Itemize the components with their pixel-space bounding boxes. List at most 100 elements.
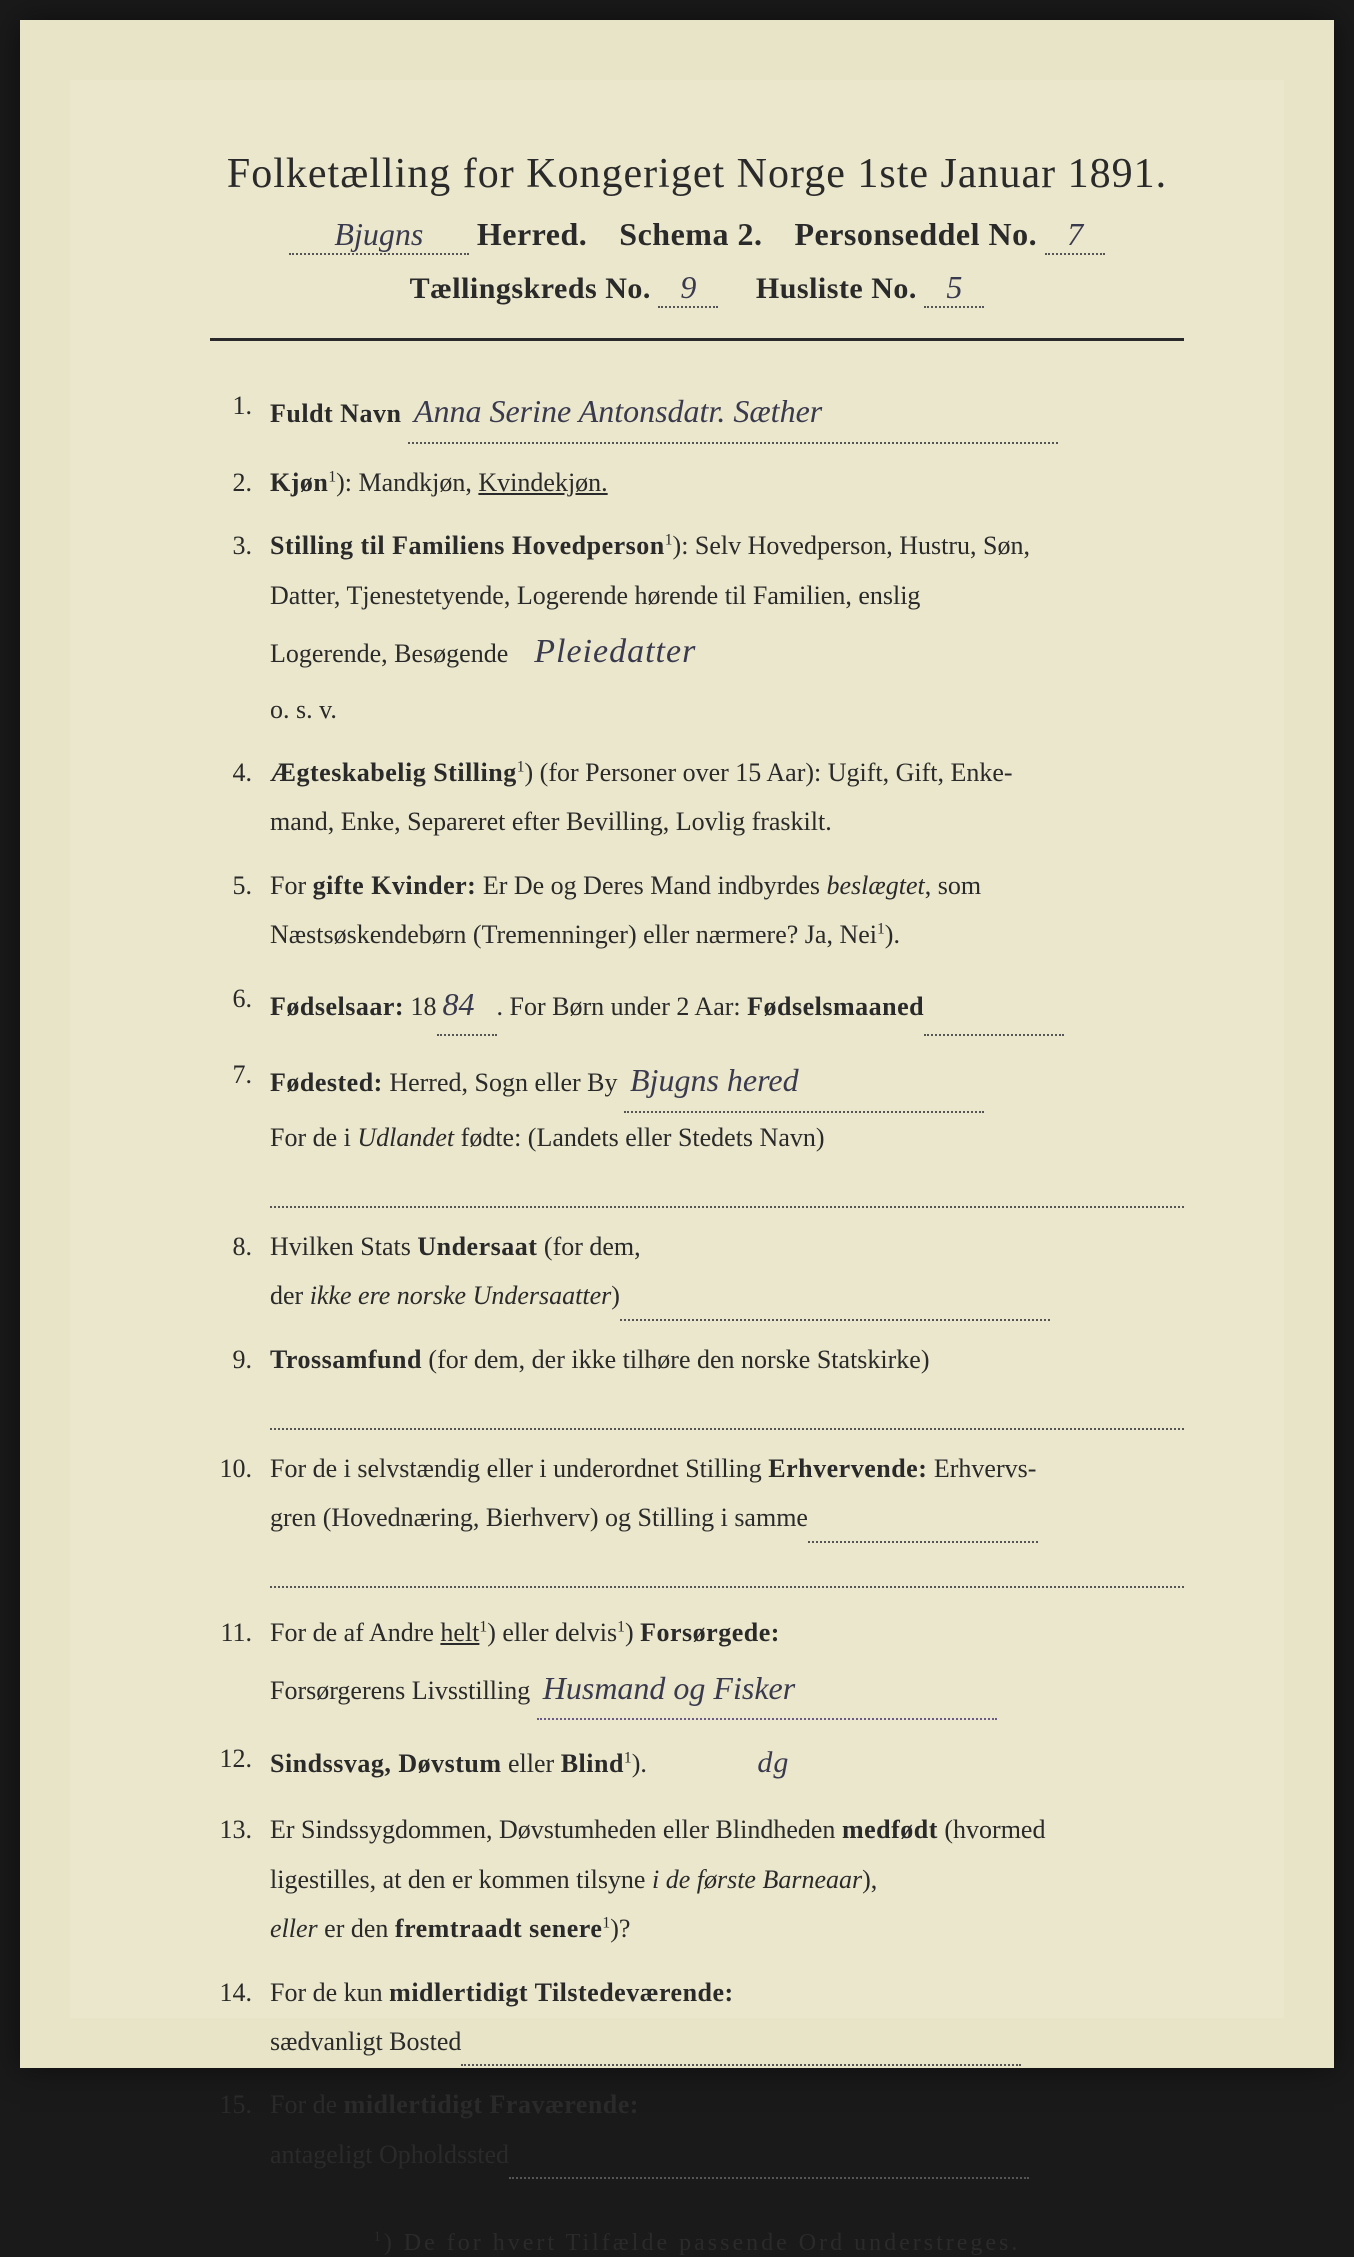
dotted-blank xyxy=(509,2148,1029,2179)
item-content: Stilling til Familiens Hovedperson1): Se… xyxy=(270,521,1184,734)
relation-handwritten: Pleiedatter xyxy=(534,633,696,670)
item-content: Fødselsaar: 1884. For Børn under 2 Aar: … xyxy=(270,974,1184,1037)
field-text: (for dem, xyxy=(537,1232,640,1261)
field-label: Sindssvag, Døvstum xyxy=(270,1749,502,1778)
footnote-marker: 1 xyxy=(374,2229,384,2245)
header-line-3: Tællingskreds No. 9 Husliste No. 5 xyxy=(210,269,1184,308)
field-label: medfødt xyxy=(842,1815,938,1844)
item-7: 7. Fødested: Herred, Sogn eller By Bjugn… xyxy=(210,1050,1184,1208)
item-content: Fuldt Navn Anna Serine Antonsdatr. Sæthe… xyxy=(270,381,1184,444)
field-text: For de i selvstændig eller i underordnet… xyxy=(270,1454,768,1483)
field-label: Trossamfund xyxy=(270,1345,422,1374)
field-label: midlertidigt Fraværende: xyxy=(344,2090,639,2119)
herred-handwritten: Bjugns xyxy=(289,216,469,255)
field-text: , som xyxy=(925,871,981,900)
item-content: For gifte Kvinder: Er De og Deres Mand i… xyxy=(270,861,1184,960)
husliste-no-handwritten: 5 xyxy=(924,269,984,308)
field-label: gifte Kvinder: xyxy=(313,871,477,900)
field-text: ). xyxy=(885,920,900,949)
birthplace-handwritten: Bjugns hered xyxy=(624,1050,984,1113)
dotted-blank-line xyxy=(270,1388,1184,1430)
header-line-2: Bjugns Herred. Schema 2. Personseddel No… xyxy=(210,216,1184,255)
field-text: ) (for Personer over 15 Aar): Ugift, Gif… xyxy=(525,758,1013,787)
item-number: 5. xyxy=(210,861,270,910)
field-text: ) xyxy=(625,1618,640,1647)
item-number: 4. xyxy=(210,748,270,797)
field-text: For de kun xyxy=(270,1978,389,2007)
field-label: fremtraadt senere xyxy=(395,1914,603,1943)
field-label: Undersaat xyxy=(417,1232,537,1261)
name-handwritten: Anna Serine Antonsdatr. Sæther xyxy=(408,381,1058,444)
field-text-cont: der xyxy=(270,1281,310,1310)
scanned-page: Folketælling for Kongeriget Norge 1ste J… xyxy=(20,20,1334,2068)
dotted-blank xyxy=(808,1511,1038,1542)
underlined-text: helt xyxy=(440,1618,479,1647)
underlined-option: Kvindekjøn. xyxy=(478,468,607,497)
item-13: 13. Er Sindssygdommen, Døvstumheden elle… xyxy=(210,1805,1184,1953)
field-label: Ægteskabelig Stilling xyxy=(270,758,517,787)
item-12: 12. Sindssvag, Døvstum eller Blind1). dg xyxy=(210,1734,1184,1791)
item-number: 13. xyxy=(210,1805,270,1854)
italic-text: Udlandet xyxy=(357,1123,454,1152)
field-text-cont: sædvanligt Bosted xyxy=(270,2027,461,2056)
item-number: 8. xyxy=(210,1222,270,1271)
item-9: 9. Trossamfund (for dem, der ikke tilhør… xyxy=(210,1335,1184,1430)
field-text-cont: gren (Hovednæring, Bierhverv) og Stillin… xyxy=(270,1503,808,1532)
main-title: Folketælling for Kongeriget Norge 1ste J… xyxy=(210,150,1184,198)
item-15: 15. For de midlertidigt Fraværende: anta… xyxy=(210,2080,1184,2179)
field-text-cont: er den xyxy=(318,1914,395,1943)
field-text-cont: Forsørgerens Livsstilling xyxy=(270,1676,530,1705)
item-number: 1. xyxy=(210,381,270,430)
footnote-ref: 1 xyxy=(617,1619,625,1636)
field-text: ): Selv Hovedperson, Hustru, Søn, xyxy=(673,531,1030,560)
field-text: Hvilken Stats xyxy=(270,1232,417,1261)
field-label: Blind xyxy=(561,1749,624,1778)
field-text: (for dem, der ikke tilhøre den norske St… xyxy=(422,1345,930,1374)
field-text-cont: o. s. v. xyxy=(270,695,337,724)
item-2: 2. Kjøn1): Mandkjøn, Kvindekjøn. xyxy=(210,458,1184,507)
item-number: 15. xyxy=(210,2080,270,2129)
field-text-cont: fødte: (Landets eller Stedets Navn) xyxy=(454,1123,824,1152)
item-4: 4. Ægteskabelig Stilling1) (for Personer… xyxy=(210,748,1184,847)
schema-label: Schema 2. xyxy=(619,216,762,252)
field-text-cont: Datter, Tjenestetyende, Logerende hørend… xyxy=(270,581,920,610)
field-label: Fødested: xyxy=(270,1068,383,1097)
item-number: 3. xyxy=(210,521,270,570)
item-content: Ægteskabelig Stilling1) (for Personer ov… xyxy=(270,748,1184,847)
dotted-blank xyxy=(461,2035,1021,2066)
item-number: 11. xyxy=(210,1608,270,1657)
field-text-cont: Næstsøskendebørn (Tremenninger) eller næ… xyxy=(270,920,877,949)
item-14: 14. For de kun midlertidigt Tilstedevære… xyxy=(210,1968,1184,2067)
personseddel-no-handwritten: 7 xyxy=(1045,216,1105,255)
item-5: 5. For gifte Kvinder: Er De og Deres Man… xyxy=(210,861,1184,960)
footnote-ref: 1 xyxy=(517,758,525,775)
item-1: 1. Fuldt Navn Anna Serine Antonsdatr. Sæ… xyxy=(210,381,1184,444)
kreds-no-handwritten: 9 xyxy=(658,269,718,308)
item-3: 3. Stilling til Familiens Hovedperson1):… xyxy=(210,521,1184,734)
field-text-cont: Logerende, Besøgende xyxy=(270,639,508,668)
item-number: 7. xyxy=(210,1050,270,1099)
footnote-ref: 1 xyxy=(624,1750,632,1767)
field-label: Fødselsaar: xyxy=(270,992,404,1021)
footnote-text: ) De for hvert Tilfælde passende Ord und… xyxy=(384,2230,1021,2256)
field-text: . For Børn under 2 Aar: xyxy=(497,992,748,1021)
footnote-ref: 1 xyxy=(328,468,336,485)
field-text: eller xyxy=(502,1749,561,1778)
field-text: Er Sindssygdommen, Døvstumheden eller Bl… xyxy=(270,1815,842,1844)
italic-text: ikke ere norske Undersaatter xyxy=(310,1281,612,1310)
dotted-blank-line xyxy=(270,1547,1184,1589)
item-content: Hvilken Stats Undersaat (for dem, der ik… xyxy=(270,1222,1184,1321)
field-text-cont: ), xyxy=(862,1865,877,1894)
field-text: For de xyxy=(270,2090,344,2119)
form-header: Folketælling for Kongeriget Norge 1ste J… xyxy=(210,150,1184,308)
item-content: Trossamfund (for dem, der ikke tilhøre d… xyxy=(270,1335,1184,1430)
field-text-cont: )? xyxy=(610,1914,630,1943)
field-text-cont: For de i xyxy=(270,1123,357,1152)
field-text: ). xyxy=(632,1749,647,1778)
item-number: 14. xyxy=(210,1968,270,2017)
item-content: Sindssvag, Døvstum eller Blind1). dg xyxy=(270,1734,1184,1791)
italic-text: beslægtet xyxy=(827,871,925,900)
year-prefix: 18 xyxy=(404,992,437,1021)
field-label: Stilling til Familiens Hovedperson xyxy=(270,531,665,560)
item-content: Kjøn1): Mandkjøn, Kvindekjøn. xyxy=(270,458,1184,507)
